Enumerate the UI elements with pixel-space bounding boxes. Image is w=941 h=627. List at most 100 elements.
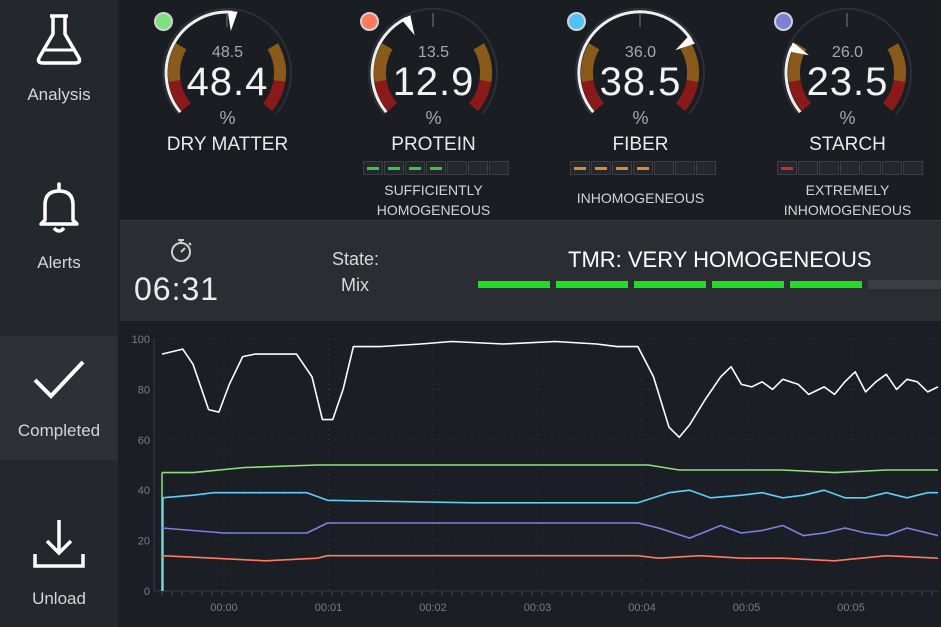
series-line [161,554,939,562]
gauge-dry-matter: 48.5 48.4 % DRY MATTER [125,0,330,220]
download-icon [33,520,85,568]
gauge-value-arc [164,10,233,114]
homogeneity-segment [798,161,818,175]
gauge-zone-high-amber [680,43,699,83]
homogeneity-segment [840,161,860,175]
homogeneity-segment [675,161,695,175]
homogeneity-segment [384,161,404,175]
state-label: State: [332,249,380,269]
tmr-homogeneity-status: TMR: VERY HOMOGENEOUS [568,247,872,272]
bell-icon [39,182,79,233]
gauge-outer-ring [782,7,912,115]
sidebar-item-completed[interactable]: Completed [0,336,118,460]
gauge-zone-high-amber [887,43,906,83]
sidebar: Analysis Alerts Completed Unload [0,0,118,627]
gauge-needle [788,42,809,56]
gauge-zone-low-red [581,79,605,111]
gauges-panel: 48.5 48.4 % DRY MATTER 13.5 12.9 % PROTE… [120,0,941,220]
homogeneity-segment [570,161,590,175]
stopwatch-icon [171,239,192,262]
homogeneity-segment [882,161,902,175]
tmr-segment [556,281,628,288]
homogeneity-segment [447,161,467,175]
checkmark-icon [33,360,85,399]
series-line [161,340,939,439]
main-panel: 48.5 48.4 % DRY MATTER 13.5 12.9 % PROTE… [120,0,941,627]
homogeneity-segment [633,161,653,175]
series-color-dot [154,12,173,31]
homogeneity-segment [363,161,383,175]
x-tick-label: 00:02 [419,602,447,614]
gauge-dial [368,7,498,115]
tmr-segment [634,281,706,288]
gauge-unit: % [425,108,442,128]
gauge-value-arc [784,46,802,114]
x-tick-label: 00:05 [837,602,865,614]
gauge-zone-low-amber [581,43,600,83]
homogeneity-segment [777,161,797,175]
y-tick-label: 80 [138,384,150,396]
homogeneity-segment [654,161,674,175]
y-tick-label: 60 [138,435,150,447]
gauge-dial [575,7,705,115]
y-tick-label: 100 [132,334,150,346]
sidebar-item-label: Completed [17,421,101,440]
tmr-homogeneity-bar [478,280,941,291]
series-color-dot [774,12,793,31]
gauge-name: STARCH [809,134,886,155]
sidebar-item-unload[interactable]: Unload [0,504,118,627]
gauge-target-value: 13.5 [417,44,450,61]
gauge-unit: % [839,108,856,128]
homogeneity-segment [696,161,716,175]
series-line [161,522,939,539]
gauge-needle [401,15,415,36]
y-tick-label: 0 [144,586,150,598]
homogeneity-status: SUFFICIENTLY HOMOGENEOUS [376,182,491,218]
gauge-value: 48.4 [186,60,269,104]
x-tick-label: 00:04 [628,602,656,614]
gauge-zone-low-red [374,79,398,111]
homogeneity-segment [903,161,923,175]
gauge-unit: % [632,108,649,128]
sidebar-item-analysis[interactable]: Analysis [0,0,118,164]
gauge-zone-high-red [468,79,492,111]
gauge-needle [227,10,238,32]
gauge-protein: 13.5 12.9 % PROTEIN SUFFICIENTLY HOMOGENE… [331,0,536,220]
homogeneity-status: EXTREMELY INHOMOGENEOUS [783,182,912,218]
mix-status-bar: 06:31 State: Mix TMR: VERY HOMOGENEOUS [120,220,941,321]
gauge-outer-ring [575,7,705,115]
flask-icon [36,14,82,65]
series-line [161,489,938,504]
gauge-zone-low-red [168,79,192,111]
x-tick-label: 00:01 [315,602,343,614]
gauge-value-arc [370,16,407,114]
gauge-name: PROTEIN [391,134,476,155]
gauge-zone-high-red [675,79,699,111]
trend-chart: 0 20 40 60 80 100 00:00 00:01 00:02 00:03 00:04 00:… [120,321,941,627]
gauge-zone-high-red [882,79,906,111]
tmr-segment [868,280,941,289]
gauge-value: 23.5 [806,60,889,104]
sidebar-item-alerts[interactable]: Alerts [0,168,118,332]
homogeneity-segment [489,161,509,175]
homogeneity-segment [426,161,446,175]
sidebar-item-label: Unload [32,589,86,608]
x-tick-label: 00:03 [524,602,552,614]
homogeneity-status: INHOMOGENEOUS [576,190,705,206]
homogeneity-segment [591,161,611,175]
gauge-target-value: 48.5 [211,44,244,61]
gauge-zone-high-red [262,79,286,111]
homogeneity-segment [468,161,488,175]
gauge-needle [675,35,695,51]
gauge-zone-low-amber [168,43,187,83]
gauge-outer-ring [368,7,498,115]
gauge-value: 38.5 [599,60,682,104]
tmr-segment [790,281,862,288]
x-tick-label: 00:05 [733,602,761,614]
state-value: Mix [341,275,369,295]
gauge-zone-high-amber [267,43,286,83]
homogeneity-segment [861,161,881,175]
gauge-value: 12.9 [392,60,475,104]
gauge-dial [782,7,912,115]
sidebar-item-label: Analysis [27,85,91,104]
